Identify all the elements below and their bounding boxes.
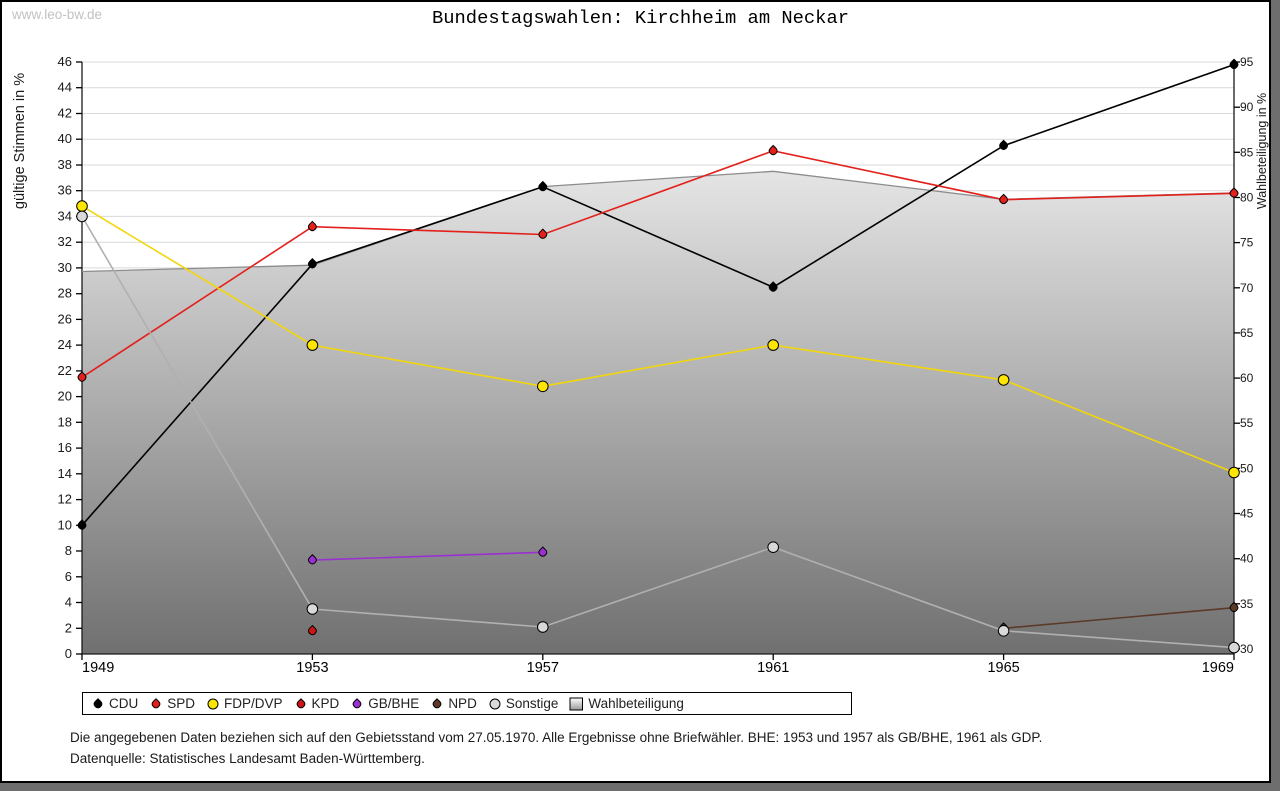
svg-text:65: 65 [1240, 326, 1254, 340]
svg-text:90: 90 [1240, 100, 1254, 114]
svg-text:30: 30 [58, 260, 72, 275]
svg-text:46: 46 [58, 54, 72, 69]
svg-text:50: 50 [1240, 461, 1254, 475]
svg-text:40: 40 [1240, 552, 1254, 566]
svg-text:30: 30 [1240, 642, 1254, 656]
svg-text:28: 28 [58, 286, 72, 301]
svg-text:60: 60 [1240, 371, 1254, 385]
svg-text:gültige Stimmen in %: gültige Stimmen in % [12, 73, 28, 209]
svg-text:6: 6 [65, 569, 72, 584]
svg-text:40: 40 [58, 131, 72, 146]
svg-text:35: 35 [1240, 597, 1254, 611]
svg-text:95: 95 [1240, 55, 1254, 69]
svg-text:1949: 1949 [82, 660, 114, 676]
svg-text:80: 80 [1240, 191, 1254, 205]
svg-text:1969: 1969 [1202, 660, 1234, 676]
svg-text:1965: 1965 [987, 660, 1019, 676]
svg-text:1961: 1961 [757, 660, 789, 676]
svg-text:32: 32 [58, 234, 72, 249]
svg-text:34: 34 [58, 208, 72, 223]
svg-text:45: 45 [1240, 507, 1254, 521]
svg-text:1957: 1957 [527, 660, 559, 676]
svg-text:1953: 1953 [296, 660, 328, 676]
svg-text:55: 55 [1240, 416, 1254, 430]
svg-text:24: 24 [58, 337, 72, 352]
svg-text:0: 0 [65, 646, 72, 661]
svg-text:38: 38 [58, 157, 72, 172]
svg-text:26: 26 [58, 311, 72, 326]
svg-text:8: 8 [65, 543, 72, 558]
svg-text:22: 22 [58, 363, 72, 378]
svg-text:Wahlbeteiligung in %: Wahlbeteiligung in % [1255, 93, 1269, 209]
svg-text:18: 18 [58, 414, 72, 429]
svg-text:12: 12 [58, 492, 72, 507]
svg-text:85: 85 [1240, 145, 1254, 159]
svg-text:75: 75 [1240, 236, 1254, 250]
svg-text:2: 2 [65, 620, 72, 635]
svg-text:42: 42 [58, 106, 72, 121]
svg-text:44: 44 [58, 80, 72, 95]
svg-text:10: 10 [58, 517, 72, 532]
svg-text:20: 20 [58, 389, 72, 404]
svg-text:36: 36 [58, 183, 72, 198]
svg-text:14: 14 [58, 466, 72, 481]
svg-text:4: 4 [65, 595, 72, 610]
svg-text:70: 70 [1240, 281, 1254, 295]
svg-text:16: 16 [58, 440, 72, 455]
